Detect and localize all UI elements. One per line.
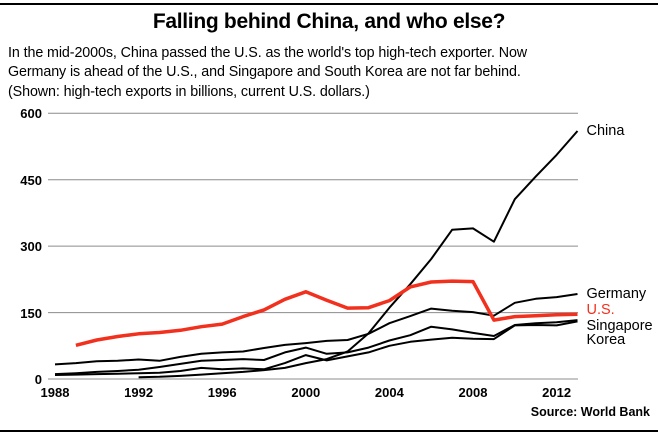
y-tick-label: 300 [20, 239, 42, 255]
series-label-us: U.S. [586, 302, 615, 319]
x-tick-label: 2008 [458, 385, 488, 400]
x-tick-label: 1992 [124, 385, 154, 400]
source-credit: Source: World Bank [530, 405, 650, 419]
series-line-korea [54, 320, 578, 376]
subtitle-line: Germany is ahead of the U.S., and Singap… [8, 64, 521, 81]
series-line-germany [54, 293, 578, 366]
x-tick-label: 1996 [207, 385, 237, 400]
series-label-korea: Korea [586, 332, 626, 349]
chart-subtitle: In the mid-2000s, China passed the U.S. … [8, 44, 652, 102]
series-label-germany: Germany [586, 285, 647, 302]
series-label-singapore: Singapore [586, 318, 653, 335]
series-label-china: China [586, 123, 625, 139]
x-tick-label: 2004 [374, 385, 404, 400]
page-title: Falling behind China, and who else? [152, 10, 506, 33]
x-tick-label: 1988 [40, 385, 70, 400]
top-border-rule [0, 3, 658, 5]
series-line-singapore [54, 319, 578, 376]
y-tick-label: 150 [20, 305, 42, 321]
series-line-china [138, 130, 579, 379]
y-tick-label: 450 [20, 172, 42, 188]
x-tick-label: 2012 [542, 385, 572, 400]
x-tick-label: 2000 [291, 385, 321, 400]
y-tick-label: 600 [20, 106, 42, 122]
bottom-border-rule [0, 430, 658, 432]
subtitle-line: (Shown: high-tech exports in billions, c… [8, 83, 370, 100]
subtitle-line: In the mid-2000s, China passed the U.S. … [8, 45, 528, 61]
y-tick-label: 0 [34, 372, 42, 387]
series-line-us [75, 279, 578, 347]
